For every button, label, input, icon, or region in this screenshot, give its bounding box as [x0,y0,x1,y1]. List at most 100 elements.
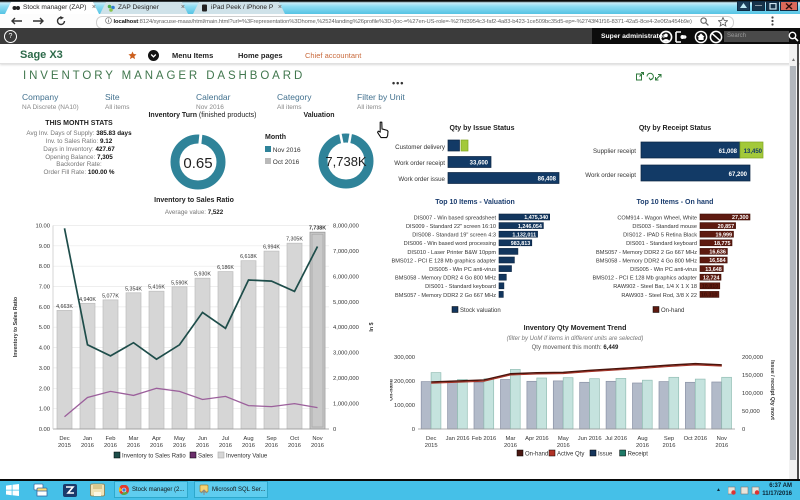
svg-text:13,450: 13,450 [744,149,763,155]
svg-text:983,813: 983,813 [511,241,531,247]
svg-text:7,000,000: 7,000,000 [333,249,359,255]
svg-text:2016: 2016 [219,443,232,449]
svg-text:Jun 2016: Jun 2016 [578,436,602,442]
svg-text:Inventory Qty Movement Trend: Inventory Qty Movement Trend [524,325,627,332]
svg-text:1,000,000: 1,000,000 [333,402,359,408]
svg-text:2015: 2015 [425,443,438,449]
svg-text:0.65: 0.65 [183,155,212,172]
svg-text:5,930K: 5,930K [194,272,211,278]
svg-text:19,999: 19,999 [716,232,733,238]
svg-text:7,738K: 7,738K [325,154,367,169]
svg-text:BMS058 - Memory DDR2 4 Go 800: BMS058 - Memory DDR2 4 Go 800 MHz [395,276,496,282]
svg-text:Oct: Oct [290,436,299,442]
svg-text:3,000,000: 3,000,000 [333,351,359,357]
svg-text:5.00: 5.00 [39,325,50,331]
svg-text:Oct 2016: Oct 2016 [684,436,708,442]
svg-text:Qty by Issue Status: Qty by Issue Status [450,125,515,132]
svg-text:DIS012 - IPAD 5 Retina Black: DIS012 - IPAD 5 Retina Black [623,233,697,239]
svg-text:4,940K: 4,940K [79,297,96,303]
svg-text:2,000,000: 2,000,000 [333,376,359,382]
svg-text:DIS008 - Standard 19" screen 4: DIS008 - Standard 19" screen 4:3 [412,233,496,239]
svg-text:6,994K: 6,994K [263,245,280,251]
svg-text:BMS057 - Memory DDR2 2 Go 667: BMS057 - Memory DDR2 2 Go 667 MHz [395,293,496,299]
svg-text:10,810: 10,810 [702,284,719,290]
svg-text:7,738K: 7,738K [309,226,326,232]
svg-text:DIS006 - Win based word proces: DIS006 - Win based word processing [404,241,496,247]
svg-text:Work order issue: Work order issue [398,176,445,183]
svg-text:(filter by UoM if items in dif: (filter by UoM if items in different uni… [507,336,644,342]
svg-text:Aug: Aug [637,436,647,442]
svg-text:Mar: Mar [506,436,516,442]
svg-text:200,000: 200,000 [742,355,763,361]
svg-text:Issue: Issue [598,451,613,457]
svg-text:Jan: Jan [83,436,92,442]
svg-text:7,305K: 7,305K [286,237,303,243]
svg-text:16,636: 16,636 [709,250,726,256]
svg-text:0: 0 [412,427,415,433]
svg-text:2016: 2016 [311,443,324,449]
svg-text:BMS012 - PCI E 128 Mb graphics: BMS012 - PCI E 128 Mb graphics adapter [593,276,698,282]
svg-text:12,724: 12,724 [703,275,720,281]
svg-text:6,618K: 6,618K [240,254,257,260]
svg-text:9.00: 9.00 [39,244,50,250]
svg-text:3.00: 3.00 [39,366,50,372]
svg-text:Jan 2016: Jan 2016 [446,436,470,442]
svg-text:1.00: 1.00 [39,407,50,413]
svg-text:2016: 2016 [173,443,186,449]
svg-text:Nov: Nov [312,436,322,442]
svg-text:BMS057 - Memory DDR2 2 Go 667: BMS057 - Memory DDR2 2 Go 667 MHz [596,250,697,256]
svg-text:2016: 2016 [265,443,278,449]
svg-text:61,008: 61,008 [719,149,738,155]
svg-text:50,000: 50,000 [742,409,760,415]
svg-text:2016: 2016 [127,443,140,449]
svg-text:4.00: 4.00 [39,346,50,352]
svg-text:DIS005 - Win PC anti-virus: DIS005 - Win PC anti-virus [630,267,697,273]
svg-text:10.00: 10.00 [35,224,50,230]
svg-text:RAW903 - Steel Rod, 3/8 X 22: RAW903 - Steel Rod, 3/8 X 22 [621,293,697,299]
svg-text:Customer delivery: Customer delivery [395,144,446,151]
svg-text:200,000: 200,000 [394,379,415,385]
svg-text:8,000,000: 8,000,000 [333,224,359,230]
svg-text:2016: 2016 [150,443,163,449]
svg-text:2016: 2016 [663,443,676,449]
svg-text:150,000: 150,000 [742,373,763,379]
svg-text:86,408: 86,408 [538,177,557,183]
svg-text:RAW902 - Steel Bar, 1/4 X 1 X: RAW902 - Steel Bar, 1/4 X 1 X 18 [613,284,697,290]
svg-text:Inventory Value: Inventory Value [226,454,268,460]
svg-text:20,857: 20,857 [718,224,735,230]
svg-text:2016: 2016 [196,443,209,449]
svg-text:BMS058 - Memory DDR2 4 Go 800: BMS058 - Memory DDR2 4 Go 800 MHz [596,258,697,264]
svg-text:COM914 - Wagon Wheel, White: COM914 - Wagon Wheel, White [617,215,697,221]
svg-text:2016: 2016 [288,443,301,449]
svg-text:0: 0 [333,427,336,433]
svg-text:DIS001 - Standard keyboard: DIS001 - Standard keyboard [626,241,697,247]
svg-text:Top 10 Items - On hand: Top 10 Items - On hand [637,199,714,206]
svg-text:Qty movement this month: 6,449: Qty movement this month: 6,449 [532,345,619,351]
svg-text:May: May [174,436,185,442]
svg-text:5,354K: 5,354K [125,286,142,292]
svg-text:5,000,000: 5,000,000 [333,300,359,306]
svg-text:100,000: 100,000 [742,391,763,397]
svg-text:Apr 2016: Apr 2016 [525,436,549,442]
svg-text:Sep: Sep [664,436,674,442]
svg-text:2015: 2015 [58,443,71,449]
svg-text:7.00: 7.00 [39,285,50,291]
svg-text:May: May [558,436,569,442]
svg-text:0.00: 0.00 [39,427,50,433]
svg-text:Feb 2016: Feb 2016 [472,436,497,442]
svg-text:6,186K: 6,186K [217,265,234,271]
svg-text:DIS003 - Standard mouse: DIS003 - Standard mouse [632,224,697,230]
svg-text:Dec: Dec [426,436,436,442]
svg-text:Mar: Mar [129,436,139,442]
svg-text:Top 10 Items - Valuation: Top 10 Items - Valuation [435,199,515,206]
svg-text:1,246,054: 1,246,054 [518,224,542,230]
svg-text:DIS001 - Standard keyboard: DIS001 - Standard keyboard [425,284,496,290]
svg-text:1,132,011: 1,132,011 [512,232,536,238]
svg-text:300,000: 300,000 [394,355,415,361]
svg-text:10,310: 10,310 [701,293,718,299]
svg-text:Work order receipt: Work order receipt [585,172,636,179]
svg-text:Sales: Sales [198,454,213,460]
svg-text:2016: 2016 [715,443,728,449]
svg-text:Jul: Jul [222,436,229,442]
svg-text:Aug: Aug [243,436,253,442]
